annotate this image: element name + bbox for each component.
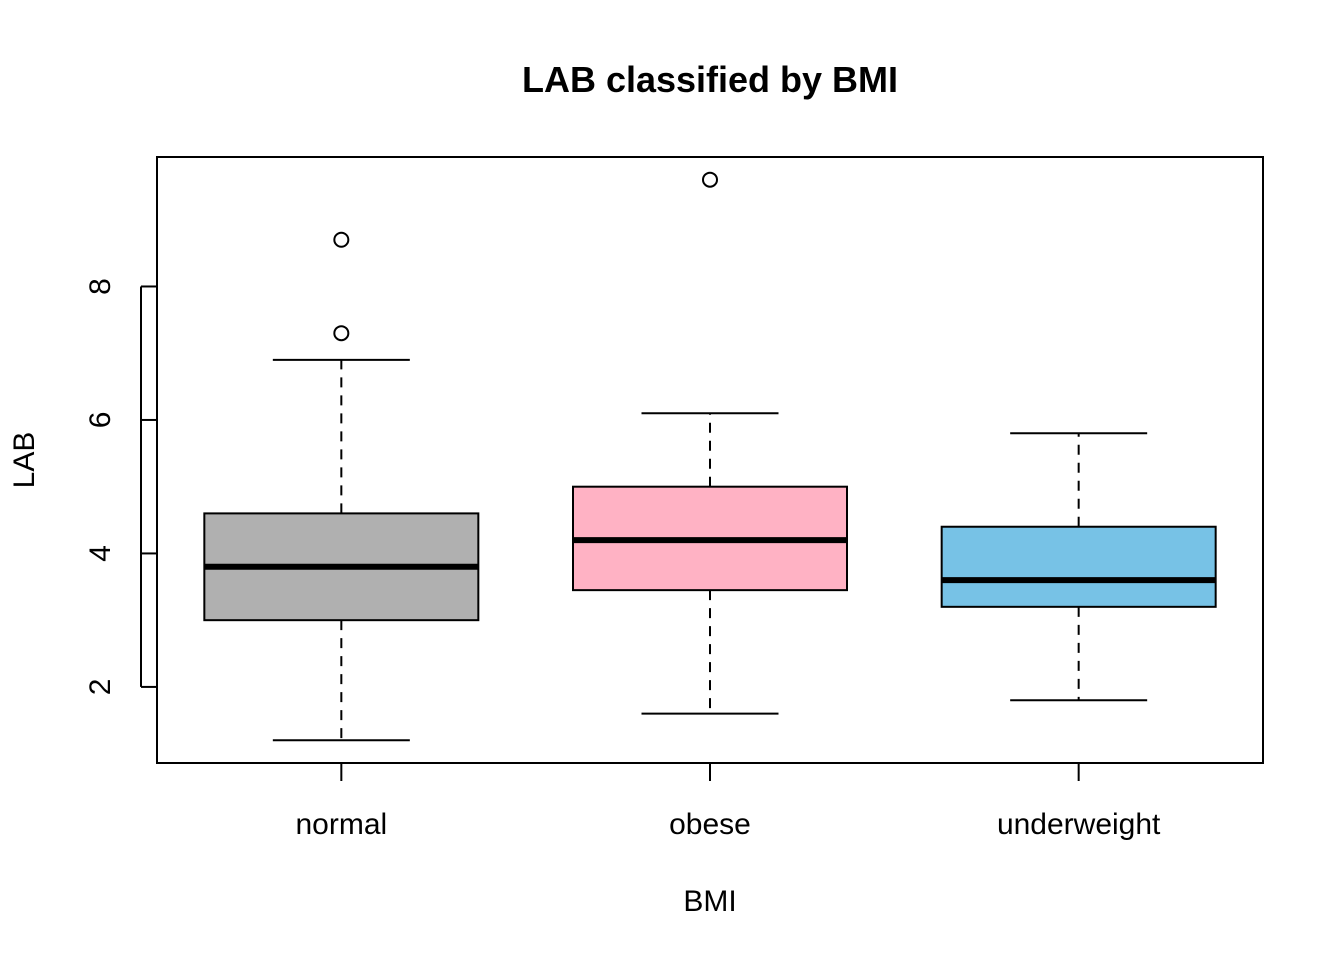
x-tick-label: obese — [669, 808, 751, 841]
outlier-point — [702, 171, 718, 188]
x-tick-label: normal — [295, 808, 387, 841]
box-obese — [572, 171, 848, 715]
y-tick-label: 8 — [84, 278, 117, 295]
y-axis-label: LAB — [8, 432, 41, 489]
box-body — [940, 525, 1217, 608]
y-tick-label: 6 — [84, 412, 117, 429]
x-axis-label: BMI — [683, 885, 736, 918]
outlier-point — [333, 231, 350, 248]
x-tick-label: underweight — [997, 808, 1161, 841]
y-tick-label: 4 — [84, 545, 117, 562]
box-underweight — [940, 432, 1217, 702]
box-normal — [203, 231, 480, 742]
y-axis: 2 4 6 8 — [84, 278, 157, 695]
y-tick-label: 2 — [84, 679, 117, 696]
x-axis: normal obese underweight — [295, 763, 1161, 841]
boxes-layer — [203, 171, 1217, 742]
outlier-point — [333, 325, 350, 342]
chart-title: LAB classified by BMI — [522, 59, 898, 100]
